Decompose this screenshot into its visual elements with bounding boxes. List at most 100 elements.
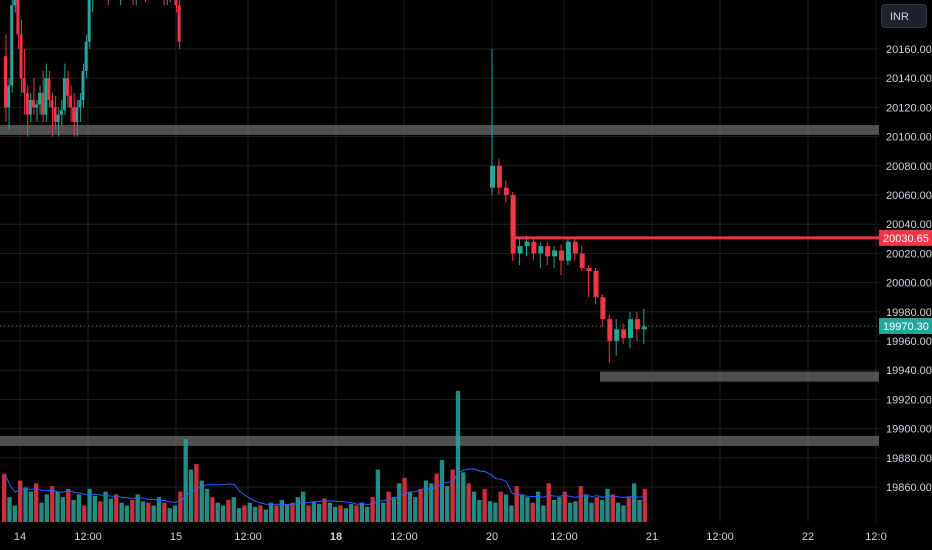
candle-body[interactable] [621, 329, 627, 339]
volume-bar [461, 472, 466, 522]
volume-bar [274, 505, 279, 522]
candle-body[interactable] [579, 253, 585, 268]
volume-bar [493, 502, 498, 522]
candle-body[interactable] [84, 41, 88, 71]
candle-body[interactable] [628, 319, 633, 339]
candle-body[interactable] [614, 329, 620, 341]
y-tick-label: 19980.00 [886, 307, 932, 319]
volume-bar [76, 494, 82, 522]
candle-body[interactable] [69, 95, 73, 108]
candle-body[interactable] [87, 0, 91, 42]
candle-body[interactable] [10, 5, 14, 86]
candle-body[interactable] [490, 165, 495, 188]
volume-bar [119, 502, 124, 522]
volume-bar [322, 498, 327, 522]
candle-body[interactable] [31, 100, 35, 108]
x-tick-label: 14 [14, 531, 26, 543]
volume-bar [514, 486, 519, 522]
candle-body[interactable] [496, 165, 502, 188]
candle-body[interactable] [634, 319, 640, 330]
volume-bar [397, 483, 402, 522]
volume-bar [557, 497, 562, 522]
x-tick-label: 12:0 [865, 531, 886, 543]
candle-body[interactable] [81, 70, 85, 101]
y-tick-label: 19920.00 [886, 394, 932, 406]
volume-bar [429, 483, 434, 522]
candle-body[interactable] [62, 78, 66, 111]
candle-body[interactable] [174, 0, 178, 6]
volume-bar [199, 480, 204, 522]
volume-bar [18, 480, 23, 522]
candle-body[interactable] [19, 34, 23, 79]
candle-body[interactable] [4, 56, 7, 108]
volume-bar [498, 491, 503, 522]
currency-button[interactable]: INR [881, 4, 927, 28]
candle-body[interactable] [177, 5, 181, 42]
candle-body[interactable] [53, 107, 57, 122]
volume-bar [178, 491, 183, 522]
candle-body[interactable] [66, 78, 69, 96]
volume-bar [327, 502, 333, 522]
candle-body[interactable] [50, 100, 54, 108]
volume-bar [626, 497, 631, 522]
volume-bar [375, 469, 381, 522]
candle-body[interactable] [72, 107, 76, 122]
candle-body[interactable] [7, 85, 11, 108]
candle-body[interactable] [47, 78, 51, 101]
volume-bar [413, 497, 418, 522]
candle-body[interactable] [559, 250, 564, 261]
volume-bar [194, 464, 199, 522]
candle-body[interactable] [524, 241, 530, 247]
volume-bar [546, 483, 551, 522]
resistance-price-label: 20030.65 [883, 233, 929, 245]
candle-body[interactable] [593, 270, 599, 298]
candle-body[interactable] [59, 110, 63, 115]
candle-body[interactable] [16, 0, 20, 35]
candle-body[interactable] [600, 297, 606, 320]
volume-bar [226, 499, 231, 522]
volume-bar [66, 488, 71, 522]
candle-body[interactable] [552, 250, 558, 257]
x-tick-label: 18 [330, 531, 342, 543]
candle-body[interactable] [44, 78, 48, 115]
volume-bar [637, 499, 642, 522]
volume-bar [204, 488, 210, 522]
volume-bar [525, 497, 530, 522]
volume-bar [407, 491, 413, 522]
candle-body[interactable] [75, 107, 79, 122]
candle-body[interactable] [517, 246, 523, 254]
volume-bar [365, 506, 370, 522]
candle-body[interactable] [13, 0, 17, 6]
x-tick-label: 21 [646, 531, 658, 543]
candle-body[interactable] [22, 78, 26, 93]
volume-bar [279, 499, 284, 522]
zone-zone-bottom [0, 435, 879, 446]
candle-body[interactable] [565, 241, 571, 261]
volume-bar [311, 501, 316, 522]
candle-body[interactable] [41, 92, 45, 115]
candle-body[interactable] [545, 246, 551, 257]
volume-bar [44, 494, 50, 522]
volume-bar [247, 502, 252, 522]
candle-body[interactable] [538, 246, 544, 254]
candle-body[interactable] [572, 241, 578, 254]
candle-body[interactable] [503, 187, 509, 195]
volume-bar [471, 491, 477, 522]
candle-body[interactable] [25, 92, 29, 115]
candle-body[interactable] [78, 100, 82, 108]
volume-bar [541, 505, 546, 522]
candle-body[interactable] [531, 241, 537, 254]
candle-body[interactable] [607, 319, 613, 341]
volume-bar [295, 497, 300, 522]
candle-body[interactable] [56, 114, 60, 122]
candle-body[interactable] [35, 104, 38, 108]
volume-bar [487, 501, 493, 522]
volume-bar [108, 498, 114, 522]
candle-body[interactable] [38, 92, 42, 105]
volume-bar [349, 504, 354, 522]
candle-body[interactable] [641, 326, 647, 330]
y-tick-label: 20020.00 [886, 248, 932, 260]
candle-body[interactable] [586, 268, 592, 271]
candle-body[interactable] [28, 100, 32, 115]
